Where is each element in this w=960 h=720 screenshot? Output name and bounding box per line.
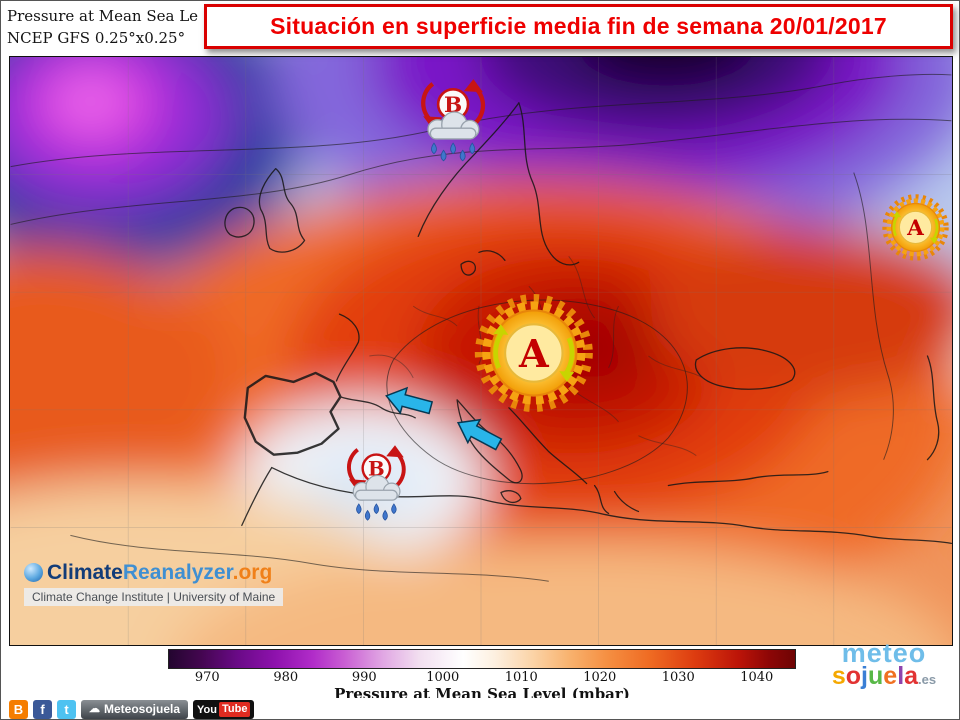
colorbar-tick: 1040 <box>740 670 774 685</box>
wind-arrow-west <box>385 386 434 415</box>
meteosojuela-badge-label: Meteosojuela <box>104 702 181 716</box>
institute-label: Climate Change Institute | University of… <box>24 588 284 606</box>
page-title: Situación en superficie media fin de sem… <box>270 13 887 39</box>
colorbar-tick: 1010 <box>504 670 538 685</box>
map-variable-info: Pressure at Mean Sea Le NCEP GFS 0.25°x0… <box>7 5 222 49</box>
wind-arrows <box>385 386 503 451</box>
model-label: NCEP GFS 0.25°x0.25° <box>7 29 186 47</box>
youtube-tube-label: Tube <box>219 702 251 717</box>
colorbar-tick: 1020 <box>583 670 617 685</box>
logo-text-meteo: meteo <box>841 638 927 668</box>
pressure-map: A B <box>9 56 953 646</box>
youtube-you-label: You <box>197 703 217 716</box>
colorbar-gradient <box>168 649 796 669</box>
youtube-badge[interactable]: You Tube <box>193 700 255 719</box>
pressure-field <box>10 57 952 645</box>
meteosojuela-badge[interactable]: ☁ Meteosojuela <box>81 700 189 719</box>
climatereanalyzer-logo: ClimateReanalyzer.org Climate Change Ins… <box>24 561 284 606</box>
logo-text-es: .es <box>918 672 937 687</box>
cloud-icon: ☁ <box>89 703 100 715</box>
meteosojuela-logo: meteo sojuela.es <box>811 638 957 692</box>
facebook-icon[interactable]: f <box>33 700 52 719</box>
social-bar: B f t ☁ Meteosojuela You Tube <box>1 698 959 719</box>
logo-text-org: .org <box>232 561 273 584</box>
colorbar-ticks: 970 980 990 1000 1010 1020 1030 1040 <box>168 670 796 685</box>
logo-text-reanalyzer: Reanalyzer <box>122 561 233 584</box>
colorbar: 970 980 990 1000 1010 1020 1030 1040 Pre… <box>168 649 796 703</box>
colorbar-tick: 970 <box>194 670 220 685</box>
colorbar-tick: 1000 <box>426 670 460 685</box>
pressure-field-canvas: A B <box>10 57 952 645</box>
title-banner: Situación en superficie media fin de sem… <box>204 4 953 49</box>
variable-label: Pressure at Mean Sea Le <box>7 7 199 25</box>
twitter-icon[interactable]: t <box>57 700 76 719</box>
graticule <box>10 57 952 645</box>
colorbar-tick: 1030 <box>661 670 695 685</box>
colorbar-tick: 990 <box>351 670 377 685</box>
colorbar-tick: 980 <box>273 670 299 685</box>
wind-arrow-east <box>456 418 503 451</box>
globe-icon <box>24 563 43 582</box>
logo-text-sojuela: sojuela.es <box>831 662 937 690</box>
logo-text-climate: Climate <box>47 561 123 584</box>
isobar-contours <box>10 73 952 582</box>
blogger-icon[interactable]: B <box>9 700 28 719</box>
